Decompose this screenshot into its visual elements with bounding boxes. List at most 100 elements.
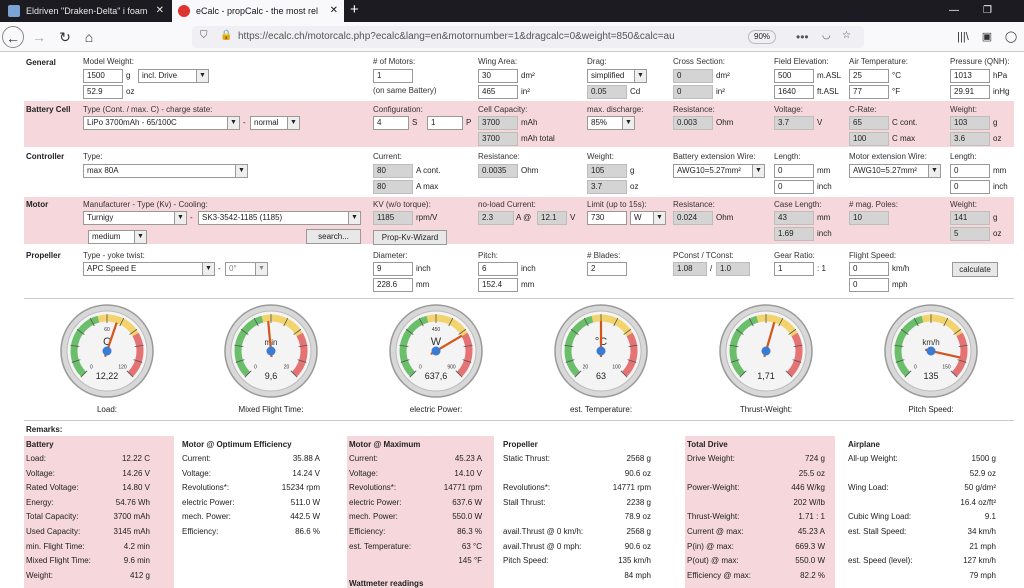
motor-select[interactable]: SK3-3542-1185 (1185) ▼ — [198, 211, 361, 225]
cooling-select[interactable]: medium ▼ — [88, 230, 147, 244]
drag-select[interactable]: simplified ▼ — [587, 69, 647, 83]
controller-type-label: Type: — [83, 152, 103, 161]
tab-eldriven[interactable]: Eldriven "Draken-Delta" i foam ✕ — [2, 0, 170, 22]
remarks-label: All-up Weight: — [848, 454, 898, 463]
close-tab-icon[interactable]: ✕ — [155, 5, 164, 16]
unit-s: S — [412, 118, 418, 127]
tab-ecalc[interactable]: eCalc - propCalc - the most rel ✕ — [172, 0, 344, 22]
gauge-tick — [462, 359, 472, 363]
manufacturer-select[interactable]: Turnigy ▼ — [83, 211, 187, 225]
prop-type-select[interactable]: APC Speed E ▼ — [83, 262, 215, 276]
unit-a-max: A max — [416, 182, 439, 191]
library-icon[interactable]: |||\ — [957, 31, 969, 43]
pressure-hpa-input[interactable]: 1013 — [950, 69, 990, 83]
unit-mm: mm — [993, 166, 1007, 175]
bookmark-star-icon[interactable]: ☆ — [842, 30, 851, 41]
air-f-input[interactable]: 77 — [849, 85, 889, 99]
wing-area-in-input[interactable]: 465 — [478, 85, 518, 99]
unit-ohm: Ohm — [716, 118, 734, 127]
remarks-label: Revolutions*: — [182, 483, 230, 493]
battery-wire-select[interactable]: AWG10=5.27mm² ▼ — [673, 164, 765, 178]
gauge-value: 1,71 — [757, 371, 775, 381]
gauge-band-red — [456, 332, 473, 377]
battery-wire-inch-input[interactable]: 0 — [774, 180, 814, 194]
blades-input[interactable]: 2 — [587, 262, 627, 276]
diameter-inch-input[interactable]: 9 — [373, 262, 413, 276]
wing-area-dm-input[interactable]: 30 — [478, 69, 518, 83]
gauge-band-green — [564, 315, 594, 377]
drive-select[interactable]: incl. Drive ▼ — [138, 69, 209, 83]
more-icon[interactable]: ••• — [796, 30, 809, 44]
pitch-inch-input[interactable]: 6 — [478, 262, 518, 276]
unit-degc: °C — [892, 71, 901, 80]
gear-ratio-input[interactable]: 1 — [774, 262, 814, 276]
pitch-mm-input[interactable]: 152.4 — [478, 278, 518, 292]
model-weight-oz[interactable]: 52.9 — [83, 85, 123, 99]
gauge-tick — [418, 317, 424, 327]
remarks-value: 202 W/lb — [793, 497, 825, 507]
gauge-tick — [235, 359, 245, 363]
limit-input[interactable]: 730 — [587, 211, 627, 225]
field-m-input[interactable]: 500 — [774, 69, 814, 83]
new-tab-icon[interactable]: + — [350, 1, 359, 18]
gauge-value: 637,6 — [425, 371, 448, 381]
zoom-badge[interactable]: 90% — [748, 30, 777, 44]
sidebar-icon[interactable]: ▣ — [981, 31, 993, 43]
battery-wire-mm-input[interactable]: 0 — [774, 164, 814, 178]
remarks-label: Static Thrust: — [503, 454, 550, 463]
controller-resistance-value: 0.0035 — [478, 164, 518, 178]
gauge-2: 020min9,6 — [223, 303, 319, 399]
account-icon[interactable]: ◯ — [1004, 31, 1018, 43]
gauge-tick — [574, 370, 582, 378]
back-icon[interactable]: ← — [2, 26, 24, 48]
flight-speed-kmh-input[interactable]: 0 — [849, 262, 889, 276]
reload-icon[interactable]: ↻ — [59, 29, 71, 45]
gauge-tick — [748, 317, 754, 327]
field-ft-input[interactable]: 1640 — [774, 85, 814, 99]
cells-s-input[interactable]: 4 — [373, 116, 409, 130]
motor-weight-oz: 5 — [950, 227, 990, 241]
cells-p-input[interactable]: 1 — [427, 116, 463, 130]
remarks-label: Mixed Flight Time: — [26, 556, 91, 566]
url-bar[interactable]: ⛉ 🔒 https://ecalc.ch/motorcalc.php?ecalc… — [192, 26, 864, 48]
remarks-value: 52.9 oz — [969, 468, 996, 478]
charge-state-select[interactable]: normal ▼ — [250, 116, 300, 130]
diameter-mm-input[interactable]: 228.6 — [373, 278, 413, 292]
home-icon[interactable]: ⌂ — [84, 29, 94, 45]
motor-wire-mm-input[interactable]: 0 — [950, 164, 990, 178]
remarks-value: 45.23 A — [797, 527, 825, 536]
controller-value: max 80A — [87, 166, 119, 175]
battery-wire-value: AWG10=5.27mm² — [677, 166, 741, 175]
pocket-icon[interactable]: ◡ — [822, 30, 831, 41]
motor-wire-length-label: Length: — [950, 152, 977, 161]
yoke-twist-select[interactable]: 0° ▼ — [225, 262, 268, 276]
forward-icon[interactable]: → — [32, 29, 46, 45]
motor-wire-inch-input[interactable]: 0 — [950, 180, 990, 194]
search-button[interactable]: search... — [306, 229, 361, 244]
motor-wire-select[interactable]: AWG10=5.27mm² ▼ — [849, 164, 941, 178]
gauge-tick — [290, 370, 298, 378]
gauge-tick — [126, 370, 134, 378]
remarks-value: 86.6 % — [295, 527, 320, 536]
air-c-input[interactable]: 25 — [849, 69, 889, 83]
gauge-caption: Mixed Flight Time: — [238, 405, 304, 414]
model-weight-input[interactable]: 1500 — [83, 69, 123, 83]
close-tab-icon[interactable]: ✕ — [329, 5, 338, 16]
pressure-inhg-input[interactable]: 29.91 — [950, 85, 990, 99]
unit-hpa: hPa — [993, 71, 1008, 80]
remarks-label: est. Speed (level): — [848, 556, 913, 566]
prop-kv-wizard-button[interactable]: Prop-Kv-Wizard — [373, 230, 447, 245]
battery-type-select[interactable]: LiPo 3700mAh - 65/100C ▼ — [83, 116, 240, 130]
limit-unit-select[interactable]: W ▼ — [630, 211, 666, 225]
flight-speed-mph-input[interactable]: 0 — [849, 278, 889, 292]
controller-select[interactable]: max 80A ▼ — [83, 164, 248, 178]
remarks-label: avail.Thrust @ 0 mph: — [503, 541, 582, 551]
calculate-button[interactable]: calculate — [952, 262, 998, 277]
motors-input[interactable]: 1 — [373, 69, 413, 83]
discharge-select[interactable]: 85% ▼ — [587, 116, 635, 130]
cross-dm-value: 0 — [673, 69, 713, 83]
window-controls[interactable]: —❐ — [949, 5, 1016, 16]
remarks-label: Revolutions*: — [503, 483, 551, 493]
lock-icon: 🔒 — [220, 30, 233, 41]
gauge-tick — [788, 328, 797, 335]
